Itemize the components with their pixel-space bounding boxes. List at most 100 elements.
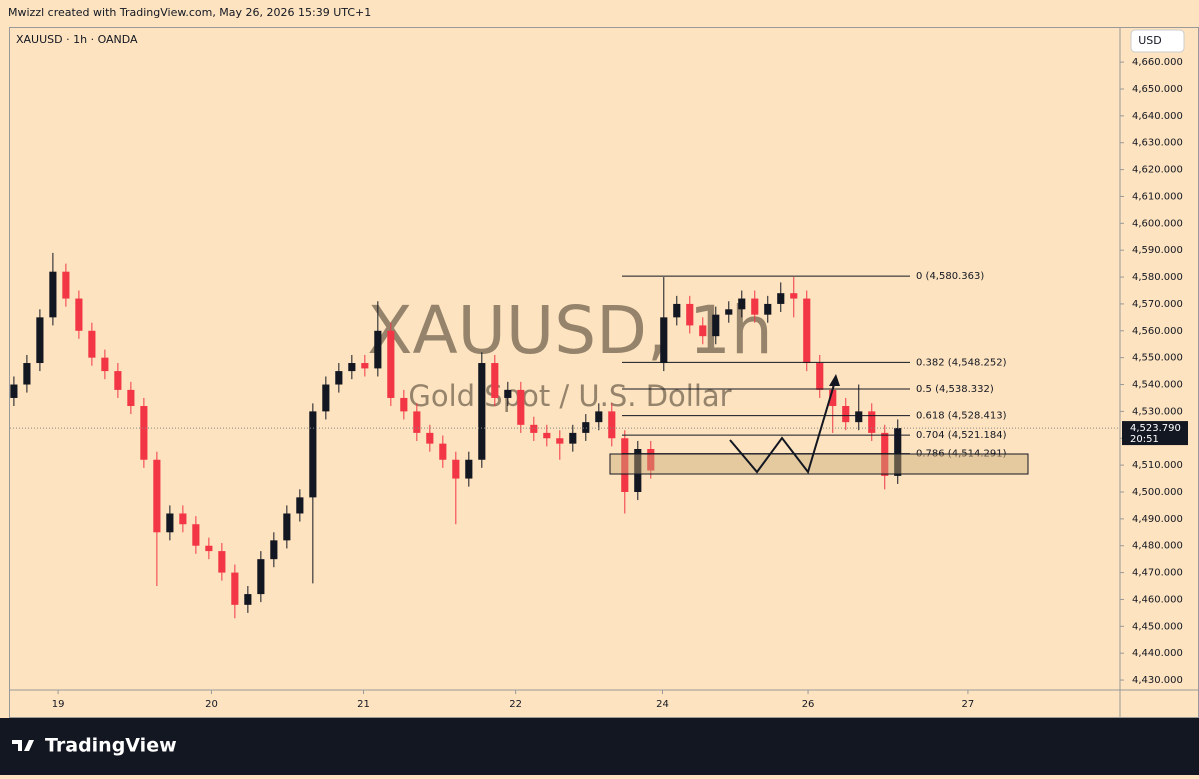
footer-bar [0, 718, 1199, 775]
fib-label: 0.618 (4,528.413) [916, 411, 1007, 422]
candle-body [374, 330, 382, 369]
projection-arrow [829, 374, 840, 386]
projection-path [729, 377, 837, 475]
candle-body [309, 411, 317, 498]
candle-body [205, 545, 213, 552]
candle-body [569, 432, 577, 444]
candle-body [491, 363, 499, 398]
candle-body [556, 438, 564, 444]
y-tick-label: 4,500.000 [1132, 487, 1183, 498]
brand: TradingView [45, 735, 177, 757]
y-tick-label: 4,490.000 [1132, 514, 1183, 525]
symbol: XAUUSD · 1h · OANDA [16, 33, 138, 46]
candle-body [465, 459, 473, 479]
candle-body [439, 443, 447, 460]
candle-body [647, 449, 655, 471]
candle-body [153, 459, 161, 533]
candle-body [790, 293, 798, 299]
candle-body [127, 389, 135, 407]
candle-body [634, 449, 642, 492]
y-tick-label: 4,630.000 [1132, 138, 1183, 149]
currency-button[interactable] [1130, 29, 1185, 53]
candle-body [855, 411, 863, 423]
y-tick-label: 4,610.000 [1132, 191, 1183, 202]
candle-body [426, 432, 434, 444]
candle-body [322, 384, 330, 412]
candle-body [608, 411, 616, 439]
y-tick-label: 4,640.000 [1132, 111, 1183, 122]
candle-body [231, 572, 239, 605]
candle-body [36, 317, 44, 364]
candle-body [842, 406, 850, 423]
candle-body [218, 551, 226, 573]
candle-body [296, 497, 304, 514]
candle-body [140, 406, 148, 460]
fib-label: 0.382 (4,548.252) [916, 357, 1007, 368]
candle-body [725, 309, 733, 315]
candle-body [582, 422, 590, 433]
demand-zone [609, 453, 1029, 475]
candle-body [335, 371, 343, 385]
currency[interactable]: USD [1138, 34, 1162, 47]
candle-body [400, 397, 408, 412]
candle-body [348, 363, 356, 372]
credit: Mwizzl created with TradingView.com, May… [8, 6, 371, 19]
fib-label: 0.704 (4,521.184) [916, 430, 1007, 441]
x-tick-label: 24 [656, 699, 669, 710]
x-tick-label: 20 [205, 699, 218, 710]
y-tick-label: 4,560.000 [1132, 326, 1183, 337]
y-tick-label: 4,480.000 [1132, 541, 1183, 552]
candle-body [699, 325, 707, 337]
y-tick-label: 4,600.000 [1132, 218, 1183, 229]
candle-body [673, 303, 681, 318]
candle-body [712, 314, 720, 337]
candle-body [62, 271, 70, 299]
candle-body [49, 271, 57, 318]
y-tick-label: 4,540.000 [1132, 380, 1183, 391]
candle-body [283, 513, 291, 541]
logo [12, 740, 34, 751]
watermark-description: Gold Spot / U.S. Dollar [408, 379, 731, 413]
y-tick-label: 4,530.000 [1132, 406, 1183, 417]
y-tick-label: 4,460.000 [1132, 594, 1183, 605]
candle-body [764, 303, 772, 315]
last-price-label: 4,523.790 [1130, 423, 1181, 434]
candle-body [10, 384, 18, 398]
countdown: 20:51 [1130, 434, 1159, 445]
candle-body [101, 357, 109, 372]
candle-body [23, 363, 31, 385]
candle-body [595, 411, 603, 423]
candle-body [244, 594, 252, 605]
candle-body [816, 363, 824, 390]
candle-body [504, 389, 512, 398]
y-tick-label: 4,440.000 [1132, 648, 1183, 659]
y-tick-label: 4,450.000 [1132, 621, 1183, 632]
candle-body [413, 411, 421, 433]
watermark: XAUUSD, 1h [367, 292, 772, 369]
candle-body [88, 330, 96, 358]
y-tick-label: 4,470.000 [1132, 568, 1183, 579]
y-tick-label: 4,620.000 [1132, 165, 1183, 176]
y-tick-label: 4,550.000 [1132, 353, 1183, 364]
candle-body [270, 540, 278, 560]
candle-body [192, 524, 200, 546]
candle-body [387, 330, 395, 398]
candle-body [829, 389, 837, 407]
plot: 4,430.000 4,440.000 4,450.000 4,460.000 4,47… [10, 57, 1183, 710]
candle-body [621, 438, 629, 492]
candle-body [868, 411, 876, 433]
candle-body [660, 317, 668, 364]
candle-body [452, 459, 460, 479]
candle-body [530, 424, 538, 433]
x-tick-label: 19 [52, 699, 65, 710]
y-tick-label: 4,660.000 [1132, 57, 1183, 68]
y-tick-label: 4,430.000 [1132, 675, 1183, 686]
x-tick-label: 21 [357, 699, 370, 710]
candle-body [777, 293, 785, 304]
y-tick-label: 4,570.000 [1132, 299, 1183, 310]
y-tick-label: 4,590.000 [1132, 245, 1183, 256]
candle-body [114, 371, 122, 390]
candle-body [894, 428, 902, 476]
